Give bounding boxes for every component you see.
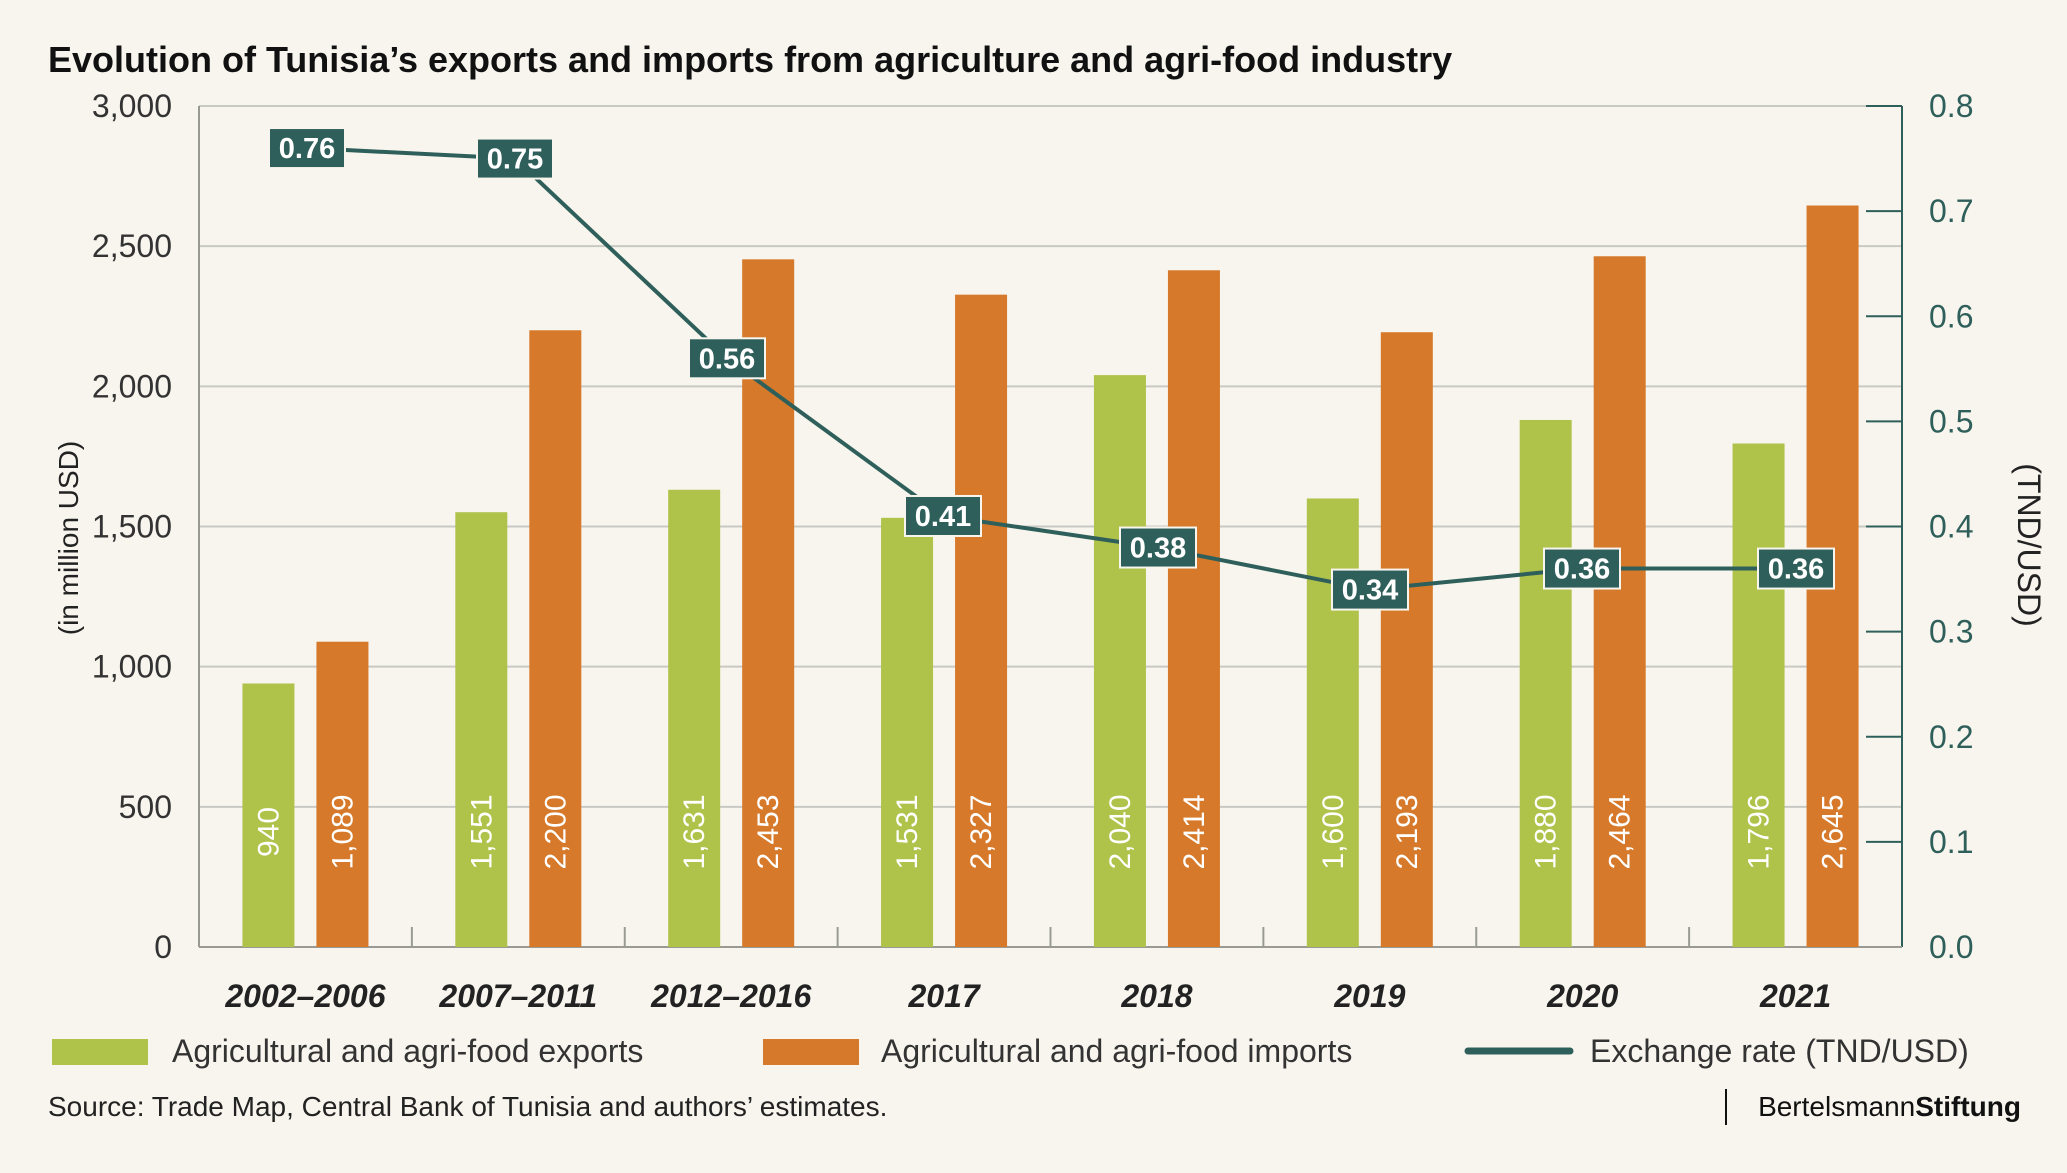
gridlines: [199, 105, 1902, 808]
brand-bold: Stiftung: [1915, 1091, 2021, 1122]
y-axis-title: (in million USD): [53, 441, 84, 635]
export-bar: [881, 517, 934, 947]
export-bar: [1732, 443, 1785, 947]
exchange-rate-label: 0.41: [915, 501, 971, 533]
import-bar-label: 2,453: [752, 794, 785, 869]
exchange-rate-label: 0.34: [1342, 575, 1398, 607]
legend-swatch-imports: [763, 1039, 859, 1065]
y2-tick-label: 0.0: [1929, 929, 1973, 965]
import-bar: [316, 641, 369, 947]
import-bar: [955, 294, 1008, 948]
export-bar-label: 940: [252, 807, 285, 857]
legend-label-exports: Agricultural and agri-food exports: [172, 1033, 643, 1069]
exchange-rate-point: [1543, 547, 1621, 590]
exchange-rate-point: [1757, 547, 1835, 590]
x-tick-label: 2002–2006: [224, 978, 385, 1014]
export-bar-label: 1,551: [465, 794, 498, 869]
export-bar-label: 1,796: [1743, 794, 1776, 869]
import-bar-label: 1,089: [326, 794, 359, 869]
import-bar-label: 2,200: [539, 794, 572, 869]
exchange-rate-point: [904, 494, 982, 537]
export-bar-label: 1,631: [678, 794, 711, 869]
import-bar: [1380, 332, 1433, 947]
y2-tick-label: 0.5: [1929, 403, 1973, 439]
y2-axis-title: (TND/USD): [2011, 463, 2047, 627]
export-bar: [1093, 375, 1146, 947]
import-bar: [1593, 256, 1646, 947]
import-bar-label: 2,414: [1178, 794, 1211, 869]
x-tick-label: 2007–2011: [438, 978, 597, 1014]
legend: Agricultural and agri-food exports Agric…: [52, 1033, 1969, 1069]
import-bar-label: 2,645: [1817, 794, 1850, 869]
import-bar: [529, 330, 582, 947]
y2-tick-label: 0.6: [1929, 298, 1973, 334]
exchange-rate-point: [688, 337, 766, 380]
exchange-rate-point: [268, 127, 346, 170]
brand-regular: Bertelsmann: [1758, 1091, 1915, 1122]
y2-tick-label: 0.4: [1929, 509, 1973, 545]
export-bar-label: 1,531: [891, 794, 924, 869]
x-tick-label: 2020: [1546, 978, 1618, 1014]
x-tick-label: 2012–2016: [650, 978, 811, 1014]
import-bar-label: 2,464: [1604, 794, 1637, 869]
export-bar: [242, 683, 295, 947]
y2-tick-label: 0.8: [1929, 88, 1973, 124]
exchange-rate-label: 0.75: [487, 144, 543, 176]
brand-logo: BertelsmannStiftung: [1758, 1091, 2021, 1122]
export-bar: [668, 489, 721, 947]
y-tick-label: 2,000: [92, 368, 172, 404]
import-bar-label: 2,327: [965, 794, 998, 869]
y-tick-label: 500: [119, 789, 172, 825]
y-tick-label: 0: [154, 929, 172, 965]
export-bar: [1306, 498, 1359, 947]
x-tick-label: 2018: [1120, 978, 1192, 1014]
export-bar-label: 2,040: [1104, 794, 1137, 869]
y-tick-label: 1,500: [92, 509, 172, 545]
legend-label-exchange-rate: Exchange rate (TND/USD): [1590, 1033, 1969, 1069]
source-note: Source: Trade Map, Central Bank of Tunis…: [48, 1091, 887, 1122]
export-bar-label: 1,600: [1317, 794, 1350, 869]
export-bar: [1519, 419, 1572, 947]
y2-tick-label: 0.7: [1929, 193, 1973, 229]
exchange-rate-label: 0.36: [1554, 554, 1610, 586]
exchange-rate-label: 0.36: [1768, 554, 1824, 586]
x-tick-label: 2017: [907, 978, 981, 1014]
export-bar: [455, 512, 508, 947]
y-tick-label: 2,500: [92, 228, 172, 264]
exchange-rate-point: [1331, 568, 1409, 611]
import-bar: [1167, 270, 1220, 947]
exchange-rate-point: [476, 137, 554, 180]
y2-tick-label: 0.3: [1929, 614, 1973, 650]
legend-swatch-exports: [52, 1039, 148, 1065]
x-tick-label: 2019: [1333, 978, 1405, 1014]
bars: 940 1,551 1,631 1,531 2,040 1,600 1,880 1,796 1,…: [242, 205, 1859, 948]
legend-label-imports: Agricultural and agri-food imports: [881, 1033, 1352, 1069]
exchange-rate-label: 0.56: [699, 343, 755, 375]
import-bar-label: 2,193: [1391, 794, 1424, 869]
chart-title: Evolution of Tunisia’s exports and impor…: [48, 39, 1452, 80]
exchange-rate-line: 0.76 0.75 0.56 0.41 0.38 0.34 0.36 0.36: [268, 127, 1835, 611]
exchange-rate-label: 0.76: [279, 133, 335, 165]
y2-tick-label: 0.2: [1929, 719, 1973, 755]
x-tick-label: 2021: [1759, 978, 1831, 1014]
y-tick-label: 1,000: [92, 649, 172, 685]
y2-tick-label: 0.1: [1929, 824, 1973, 860]
exchange-rate-label: 0.38: [1130, 533, 1186, 565]
tick-labels: 0 500 1,000 1,500 2,000 2,500 3,000 0.0 0.1 0.2 0.…: [92, 88, 1974, 1014]
exchange-rate-point: [1119, 526, 1197, 569]
export-bar-label: 1,880: [1530, 794, 1563, 869]
y-tick-label: 3,000: [92, 88, 172, 124]
